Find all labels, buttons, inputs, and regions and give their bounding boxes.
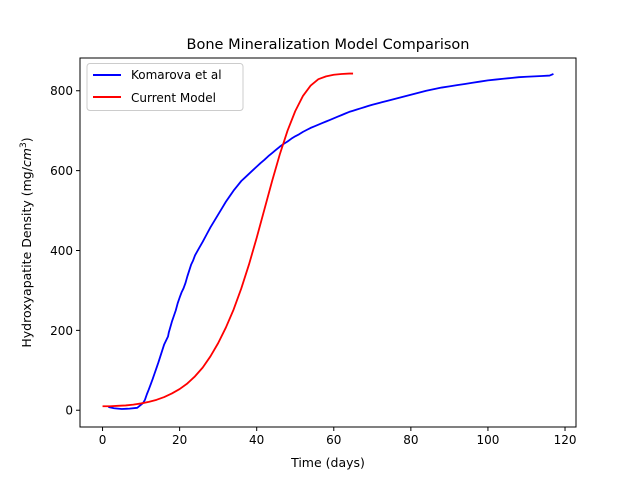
x-tick-label: 0: [99, 433, 107, 447]
x-tick-label: 120: [554, 433, 577, 447]
chart-title: Bone Mineralization Model Comparison: [187, 37, 470, 53]
x-tick-label: 20: [172, 433, 187, 447]
y-tick-label: 0: [65, 404, 73, 418]
x-axis-label: Time (days): [290, 455, 365, 470]
x-tick-label: 60: [326, 433, 341, 447]
y-tick-label: 600: [50, 164, 73, 178]
x-tick-label: 40: [249, 433, 264, 447]
y-axis-ticks: 0 200 400 600 800: [50, 84, 80, 418]
x-tick-label: 100: [476, 433, 499, 447]
series-line-komarova: [108, 73, 554, 410]
legend-label-komarova: Komarova et al: [131, 68, 222, 82]
x-axis-ticks: 0 20 40 60 80 100 120: [99, 427, 577, 447]
y-axis-label: Hydroxyapatite Density (mg/cm3): [19, 137, 34, 347]
legend-frame: [86, 63, 244, 111]
y-tick-label: 800: [50, 84, 73, 98]
legend-label-current-model: Current Model: [131, 91, 216, 105]
x-tick-label: 80: [403, 433, 418, 447]
y-tick-label: 200: [50, 324, 73, 338]
axes-frame: [79, 57, 577, 428]
series-line-current-model: [102, 72, 354, 408]
series-lines: [102, 72, 554, 410]
plot-area: [79, 57, 577, 428]
legend: Komarova et al Current Model: [86, 63, 244, 111]
y-tick-label: 400: [50, 244, 73, 258]
